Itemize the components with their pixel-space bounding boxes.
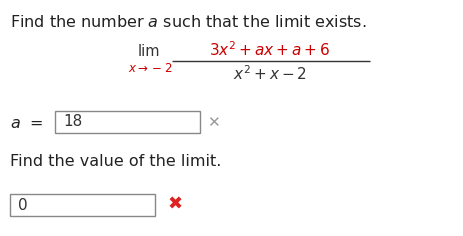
Text: Find the value of the limit.: Find the value of the limit. <box>10 153 221 169</box>
Text: ✖: ✖ <box>168 196 182 214</box>
Text: $a$  =: $a$ = <box>10 115 44 131</box>
FancyBboxPatch shape <box>10 194 155 216</box>
Text: Find the number $a$ such that the limit exists.: Find the number $a$ such that the limit … <box>10 14 367 30</box>
Text: $x^2 + x - 2$: $x^2 + x - 2$ <box>233 65 307 83</box>
Text: 18: 18 <box>63 114 82 130</box>
Text: 0: 0 <box>18 198 28 212</box>
Text: $x\to-2$: $x\to-2$ <box>128 62 173 75</box>
Text: ✕: ✕ <box>206 115 219 131</box>
Text: $3x^2 + ax + a + 6$: $3x^2 + ax + a + 6$ <box>209 41 331 59</box>
FancyBboxPatch shape <box>55 111 200 133</box>
Text: lim: lim <box>138 43 161 59</box>
